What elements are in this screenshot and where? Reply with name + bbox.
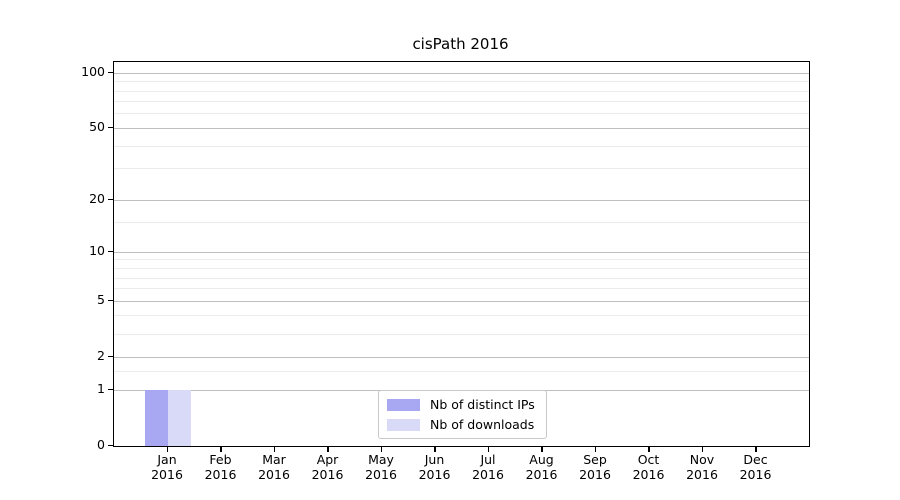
x-tick-label: Sep 2016 [563, 452, 627, 482]
x-tick-mark [755, 446, 757, 452]
gridline-minor [114, 371, 809, 373]
x-tick-mark [701, 446, 703, 452]
x-tick-month: Jul [480, 452, 496, 467]
gridline-minor [114, 288, 809, 290]
y-tick-label: 5 [97, 292, 105, 308]
y-tick-label: 100 [81, 64, 105, 80]
gridline-minor [114, 101, 809, 103]
gridline-minor [114, 221, 809, 223]
x-tick-month: Apr [316, 452, 339, 467]
y-tick-mark [108, 388, 113, 390]
x-tick-year: 2016 [579, 467, 611, 482]
gridline-minor [114, 268, 809, 269]
y-tick-label: 2 [97, 348, 105, 364]
x-tick-month: Mar [262, 452, 286, 467]
x-tick-mark [487, 446, 489, 452]
x-tick-mark [327, 446, 329, 452]
x-tick-year: 2016 [311, 467, 344, 482]
x-tick-month: Feb [209, 452, 232, 467]
x-tick-mark [648, 446, 650, 452]
y-tick-label: 10 [89, 243, 105, 259]
x-tick-month: Jun [424, 452, 445, 467]
legend-entry: Nb of downloads [387, 417, 535, 432]
legend: Nb of distinct IPs Nb of downloads [378, 390, 547, 439]
x-tick-label: Apr 2016 [296, 452, 360, 482]
legend-label: Nb of downloads [430, 417, 535, 432]
y-tick-mark [108, 126, 113, 129]
gridline-major [114, 251, 809, 253]
x-tick-label: Mar 2016 [242, 452, 306, 482]
gridline-minor [114, 315, 809, 317]
gridline-minor [114, 168, 809, 170]
x-tick-label: Aug 2016 [510, 452, 574, 482]
x-tick-label: Nov 2016 [670, 452, 734, 482]
x-tick-label: Dec 2016 [724, 452, 788, 482]
x-tick-label: Jul 2016 [456, 452, 520, 482]
x-tick-year: 2016 [686, 467, 718, 482]
bar-nb-of-distinct-ips-jan [145, 390, 168, 446]
gridline-major [114, 356, 809, 358]
x-tick-mark [220, 446, 222, 452]
x-tick-month: Dec [743, 452, 768, 467]
x-tick-year: 2016 [739, 467, 772, 482]
gridline-minor [114, 333, 809, 335]
x-tick-year: 2016 [365, 467, 397, 482]
x-tick-label: Feb 2016 [189, 452, 253, 482]
y-tick-mark [108, 250, 113, 253]
x-tick-month: Nov [689, 452, 715, 467]
gridline-minor [114, 90, 809, 92]
x-tick-mark [434, 446, 436, 452]
gridline-major [114, 72, 809, 74]
x-tick-mark [541, 446, 543, 452]
x-tick-year: 2016 [418, 467, 451, 482]
x-tick-mark [380, 446, 382, 452]
gridline-minor [114, 145, 809, 147]
x-tick-label: Jan 2016 [135, 452, 199, 482]
gridline-minor [114, 259, 809, 261]
x-tick-year: 2016 [204, 467, 237, 482]
y-tick-label: 50 [89, 119, 105, 135]
x-tick-label: May 2016 [349, 452, 413, 482]
y-tick-mark [108, 198, 113, 201]
x-tick-mark [273, 446, 275, 452]
chart-title: cisPath 2016 [412, 35, 509, 53]
x-tick-month: Oct [637, 452, 660, 467]
legend-label: Nb of distinct IPs [430, 397, 535, 412]
y-tick-mark [108, 355, 113, 358]
x-tick-month: May [368, 452, 394, 467]
x-tick-month: Aug [529, 452, 554, 467]
x-tick-month: Jan [157, 452, 177, 467]
gridline-major [114, 300, 809, 302]
legend-entry: Nb of distinct IPs [387, 397, 535, 412]
x-tick-mark [594, 446, 596, 452]
legend-swatch [387, 398, 420, 411]
gridline-major [114, 199, 809, 201]
legend-swatch [387, 418, 420, 431]
y-tick-mark [108, 71, 113, 74]
bar-nb-of-downloads-jan [168, 390, 191, 446]
x-tick-year: 2016 [472, 467, 504, 482]
x-tick-mark [166, 446, 168, 452]
x-tick-label: Jun 2016 [403, 452, 467, 482]
gridline-minor [114, 277, 809, 279]
gridline-major [114, 127, 809, 129]
y-tick-label: 20 [89, 191, 105, 207]
x-tick-year: 2016 [151, 467, 183, 482]
plot-area: Nb of distinct IPs Nb of downloads [113, 61, 810, 447]
y-tick-mark [108, 444, 113, 446]
gridline-minor [114, 81, 809, 83]
x-tick-year: 2016 [525, 467, 558, 482]
gridline-minor [114, 113, 809, 115]
x-tick-label: Oct 2016 [617, 452, 681, 482]
y-tick-mark [108, 299, 113, 302]
y-tick-label: 0 [97, 437, 105, 452]
y-tick-label: 1 [97, 381, 105, 396]
x-tick-year: 2016 [632, 467, 665, 482]
x-tick-month: Sep [583, 452, 607, 467]
x-tick-year: 2016 [258, 467, 290, 482]
